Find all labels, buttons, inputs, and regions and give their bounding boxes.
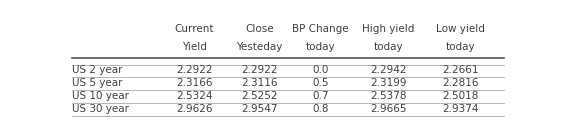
Text: Low yield: Low yield	[436, 24, 484, 34]
Text: 2.2942: 2.2942	[370, 65, 406, 75]
Text: 0.5: 0.5	[312, 78, 329, 88]
Text: 2.2922: 2.2922	[176, 65, 212, 75]
Text: Yield: Yield	[182, 42, 207, 52]
Text: 2.9665: 2.9665	[370, 104, 406, 114]
Text: 2.5252: 2.5252	[242, 91, 278, 101]
Text: High yield: High yield	[362, 24, 414, 34]
Text: 0.7: 0.7	[312, 91, 329, 101]
Text: today: today	[373, 42, 403, 52]
Text: 2.9547: 2.9547	[242, 104, 278, 114]
Text: US 10 year: US 10 year	[72, 91, 129, 101]
Text: 2.3166: 2.3166	[176, 78, 212, 88]
Text: 2.3116: 2.3116	[242, 78, 278, 88]
Text: today: today	[306, 42, 336, 52]
Text: today: today	[445, 42, 475, 52]
Text: 2.2816: 2.2816	[442, 78, 478, 88]
Text: 2.5018: 2.5018	[442, 91, 478, 101]
Text: Current: Current	[175, 24, 214, 34]
Text: US 30 year: US 30 year	[72, 104, 129, 114]
Text: US 2 year: US 2 year	[72, 65, 123, 75]
Text: 2.5378: 2.5378	[370, 91, 406, 101]
Text: 2.2661: 2.2661	[442, 65, 478, 75]
Text: Close: Close	[246, 24, 274, 34]
Text: 2.5324: 2.5324	[176, 91, 212, 101]
Text: 2.3199: 2.3199	[370, 78, 406, 88]
Text: BP Change: BP Change	[292, 24, 349, 34]
Text: 0.8: 0.8	[312, 104, 329, 114]
Text: US 5 year: US 5 year	[72, 78, 123, 88]
Text: 0.0: 0.0	[312, 65, 329, 75]
Text: 2.9626: 2.9626	[176, 104, 212, 114]
Text: 2.2922: 2.2922	[242, 65, 278, 75]
Text: 2.9374: 2.9374	[442, 104, 478, 114]
Text: Yesteday: Yesteday	[237, 42, 283, 52]
